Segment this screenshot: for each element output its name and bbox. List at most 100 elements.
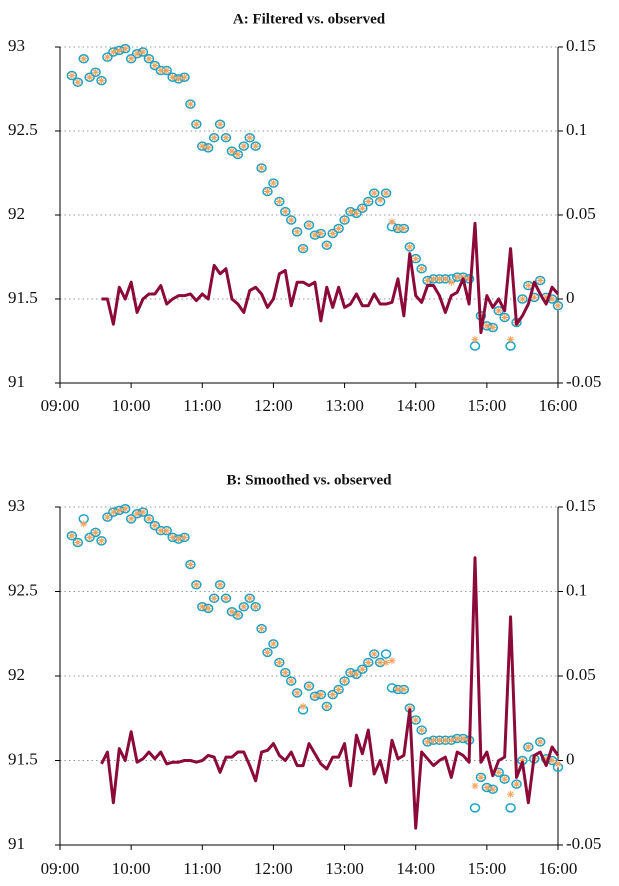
observed-point: [469, 803, 481, 813]
estimate-point: [68, 72, 76, 80]
observed-point: [185, 99, 196, 109]
estimate-point: [281, 208, 289, 216]
observed-point: [339, 676, 350, 686]
x-tick-label: 16:00: [539, 859, 578, 878]
estimate-point: [252, 142, 260, 150]
estimate-point: [115, 46, 123, 54]
estimate-point: [210, 134, 218, 142]
observed-point: [505, 341, 516, 351]
observed-point: [511, 779, 522, 789]
estimate-point: [489, 785, 497, 793]
estimate-point: [554, 760, 562, 768]
estimate-point: [198, 142, 206, 150]
y-tick-label: 91.5: [8, 749, 38, 768]
estimate-point: [376, 658, 384, 666]
estimate-point: [216, 581, 224, 589]
y-tick-label: 93: [8, 36, 25, 55]
observed-point: [208, 132, 220, 143]
estimate-point: [151, 522, 159, 530]
estimate-point: [175, 535, 183, 543]
estimate-point: [275, 658, 283, 666]
y2-tick-label: 0: [566, 749, 575, 768]
observed-point: [274, 196, 285, 207]
observed-point: [475, 772, 487, 783]
observed-point: [191, 579, 202, 590]
chart-title: B: Smoothed vs. observed: [226, 472, 392, 488]
observed-point: [191, 119, 202, 130]
y-tick-label: 91: [8, 372, 25, 391]
observed-point: [262, 647, 273, 658]
x-tick-label: 12:00: [254, 859, 293, 878]
observed-point: [214, 579, 226, 590]
estimate-point: [412, 716, 420, 724]
y2-tick-label: 0.15: [566, 36, 596, 55]
y2-tick-label: 0.05: [566, 204, 596, 223]
observed-point: [250, 141, 261, 151]
observed-point: [321, 240, 333, 250]
x-tick-label: 09:00: [41, 396, 80, 415]
estimate-point: [293, 689, 301, 697]
x-tick-label: 16:00: [539, 396, 578, 415]
observed-point: [380, 649, 392, 659]
estimate-point: [501, 313, 509, 321]
observed-point: [125, 54, 137, 64]
estimate-point: [264, 187, 271, 195]
estimate-point: [228, 147, 236, 155]
estimate-point: [305, 221, 313, 229]
observed-point: [84, 72, 95, 82]
estimate-point: [388, 218, 396, 226]
estimate-point: [536, 738, 544, 746]
estimate-point: [489, 324, 497, 332]
estimate-point: [246, 134, 254, 142]
estimate-point: [311, 692, 319, 700]
estimate-point: [400, 224, 408, 232]
estimate-point: [121, 505, 129, 513]
estimate-point: [536, 277, 544, 285]
observed-point: [268, 639, 279, 649]
estimate-point: [86, 73, 94, 81]
estimate-point: [495, 768, 503, 776]
estimate-point: [352, 209, 360, 217]
estimate-point: [305, 682, 313, 690]
observed-point: [297, 243, 309, 254]
estimate-point: [222, 594, 230, 602]
estimate-point: [447, 736, 455, 744]
estimate-point: [103, 53, 111, 61]
estimate-point: [103, 513, 111, 521]
estimate-point: [406, 243, 414, 251]
observed-point: [285, 215, 297, 225]
observed-point: [303, 220, 315, 230]
x-tick-label: 10:00: [112, 859, 151, 878]
estimate-point: [86, 533, 94, 541]
observed-point: [84, 532, 95, 543]
estimate-point: [441, 736, 449, 744]
estimate-point: [400, 686, 408, 694]
estimate-point: [181, 73, 188, 81]
observed-point: [505, 803, 516, 813]
estimate-point: [281, 669, 289, 677]
y-tick-label: 92.5: [8, 120, 38, 139]
estimate-point: [192, 581, 200, 589]
estimate-point: [151, 61, 159, 69]
observed-point: [220, 593, 232, 604]
estimate-point: [163, 67, 171, 75]
y2-tick-label: 0.15: [566, 496, 596, 515]
observed-point: [66, 70, 78, 81]
estimate-point: [127, 515, 135, 523]
estimate-point: [447, 278, 455, 286]
observed-point: [238, 141, 250, 151]
estimate-point: [501, 775, 509, 783]
estimate-point: [347, 208, 354, 216]
estimate-point: [157, 527, 165, 535]
estimate-point: [68, 532, 76, 540]
estimate-point: [364, 198, 372, 206]
observed-point: [280, 206, 291, 217]
estimate-point: [80, 520, 88, 528]
observed-point: [250, 601, 261, 612]
x-tick-label: 09:00: [41, 859, 80, 878]
estimate-point: [453, 735, 461, 743]
estimate-point: [269, 640, 277, 648]
observed-point: [66, 530, 78, 541]
estimate-point: [335, 686, 343, 694]
estimate-point: [418, 726, 426, 734]
